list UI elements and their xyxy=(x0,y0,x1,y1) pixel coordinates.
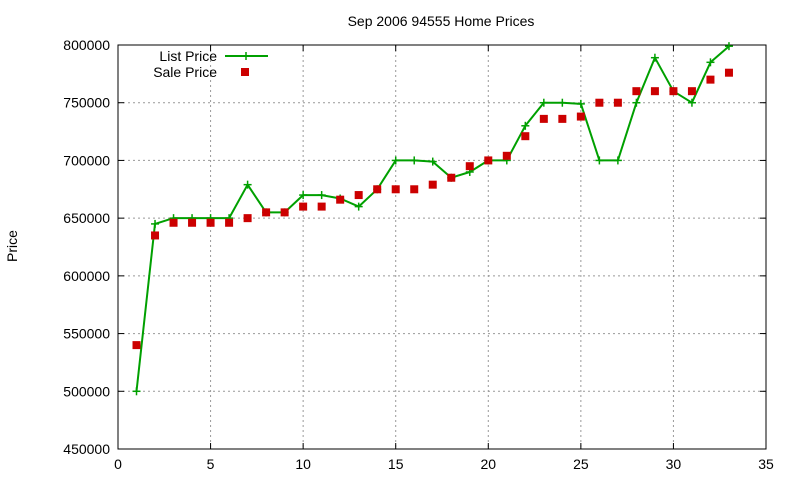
y-tick-label: 700000 xyxy=(63,152,110,168)
point-sale-price xyxy=(595,98,604,107)
point-list-price xyxy=(706,58,715,67)
point-sale-price xyxy=(354,191,363,200)
point-list-price xyxy=(317,191,326,200)
point-sale-price xyxy=(502,151,511,160)
x-tick-label: 15 xyxy=(388,456,404,472)
point-sale-price xyxy=(317,202,326,211)
point-list-price xyxy=(299,191,308,200)
legend-label-list-price: List Price xyxy=(159,48,217,64)
x-tick-label: 0 xyxy=(114,456,122,472)
point-sale-price xyxy=(724,68,733,77)
series-layer xyxy=(132,42,733,396)
x-tick-label: 10 xyxy=(295,456,311,472)
y-axis-label: Price xyxy=(4,230,20,262)
x-tick-label: 30 xyxy=(666,456,682,472)
point-sale-price xyxy=(132,341,141,350)
point-sale-price xyxy=(632,87,641,96)
point-list-price xyxy=(558,98,567,107)
point-sale-price xyxy=(706,75,715,84)
point-sale-price xyxy=(410,185,419,194)
legend-label-sale-price: Sale Price xyxy=(153,64,217,80)
point-list-price xyxy=(650,53,659,62)
point-list-price xyxy=(243,180,252,189)
point-sale-price xyxy=(206,218,215,227)
y-tick-label: 450000 xyxy=(63,441,110,457)
point-list-price xyxy=(521,121,530,130)
point-list-price xyxy=(428,157,437,166)
point-list-price xyxy=(724,42,733,51)
y-tick-label: 550000 xyxy=(63,326,110,342)
point-sale-price xyxy=(280,208,289,217)
x-tick-label: 5 xyxy=(207,456,215,472)
point-sale-price xyxy=(613,98,622,107)
plot-border xyxy=(117,44,767,450)
point-list-price xyxy=(613,156,622,165)
point-sale-price xyxy=(243,214,252,223)
axis-ticks: 0 5 10 15 20 25 30 35 450000 500000 550000 600000 65… xyxy=(63,37,774,472)
point-list-price xyxy=(132,387,141,396)
chart-title: Sep 2006 94555 Home Prices xyxy=(348,13,535,29)
point-list-price xyxy=(687,98,696,107)
x-tick-label: 35 xyxy=(758,456,774,472)
point-sale-price xyxy=(299,202,308,211)
point-list-price xyxy=(595,156,604,165)
point-sale-price xyxy=(188,218,197,227)
legend: List Price Sale Price xyxy=(153,48,268,80)
point-sale-price xyxy=(169,218,178,227)
point-sale-price xyxy=(447,173,456,182)
legend-marker-list-price xyxy=(242,52,250,60)
point-sale-price xyxy=(373,185,382,194)
y-tick-label: 800000 xyxy=(63,37,110,53)
point-sale-price xyxy=(669,87,678,96)
point-sale-price xyxy=(262,208,271,217)
point-list-price xyxy=(576,99,585,108)
y-tick-label: 500000 xyxy=(63,383,110,399)
point-sale-price xyxy=(558,114,567,123)
x-tick-label: 20 xyxy=(480,456,496,472)
point-list-price xyxy=(151,219,160,228)
point-sale-price xyxy=(465,162,474,171)
point-list-price xyxy=(410,156,419,165)
point-list-price xyxy=(354,202,363,211)
point-list-price xyxy=(539,98,548,107)
grid-lines xyxy=(118,45,766,449)
legend-marker-sale-price xyxy=(241,68,249,76)
point-sale-price xyxy=(151,231,160,240)
point-sale-price xyxy=(521,132,530,141)
point-sale-price xyxy=(687,87,696,96)
point-list-price xyxy=(391,156,400,165)
point-sale-price xyxy=(225,218,234,227)
point-sale-price xyxy=(576,112,585,121)
y-tick-label: 750000 xyxy=(63,95,110,111)
point-list-price xyxy=(632,98,641,107)
y-tick-label: 650000 xyxy=(63,210,110,226)
y-tick-label: 600000 xyxy=(63,268,110,284)
point-sale-price xyxy=(336,195,345,204)
point-sale-price xyxy=(391,185,400,194)
x-tick-label: 25 xyxy=(573,456,589,472)
point-sale-price xyxy=(650,87,659,96)
point-sale-price xyxy=(484,156,493,165)
point-sale-price xyxy=(539,114,548,123)
point-sale-price xyxy=(428,180,437,189)
plot-frame xyxy=(117,44,767,450)
